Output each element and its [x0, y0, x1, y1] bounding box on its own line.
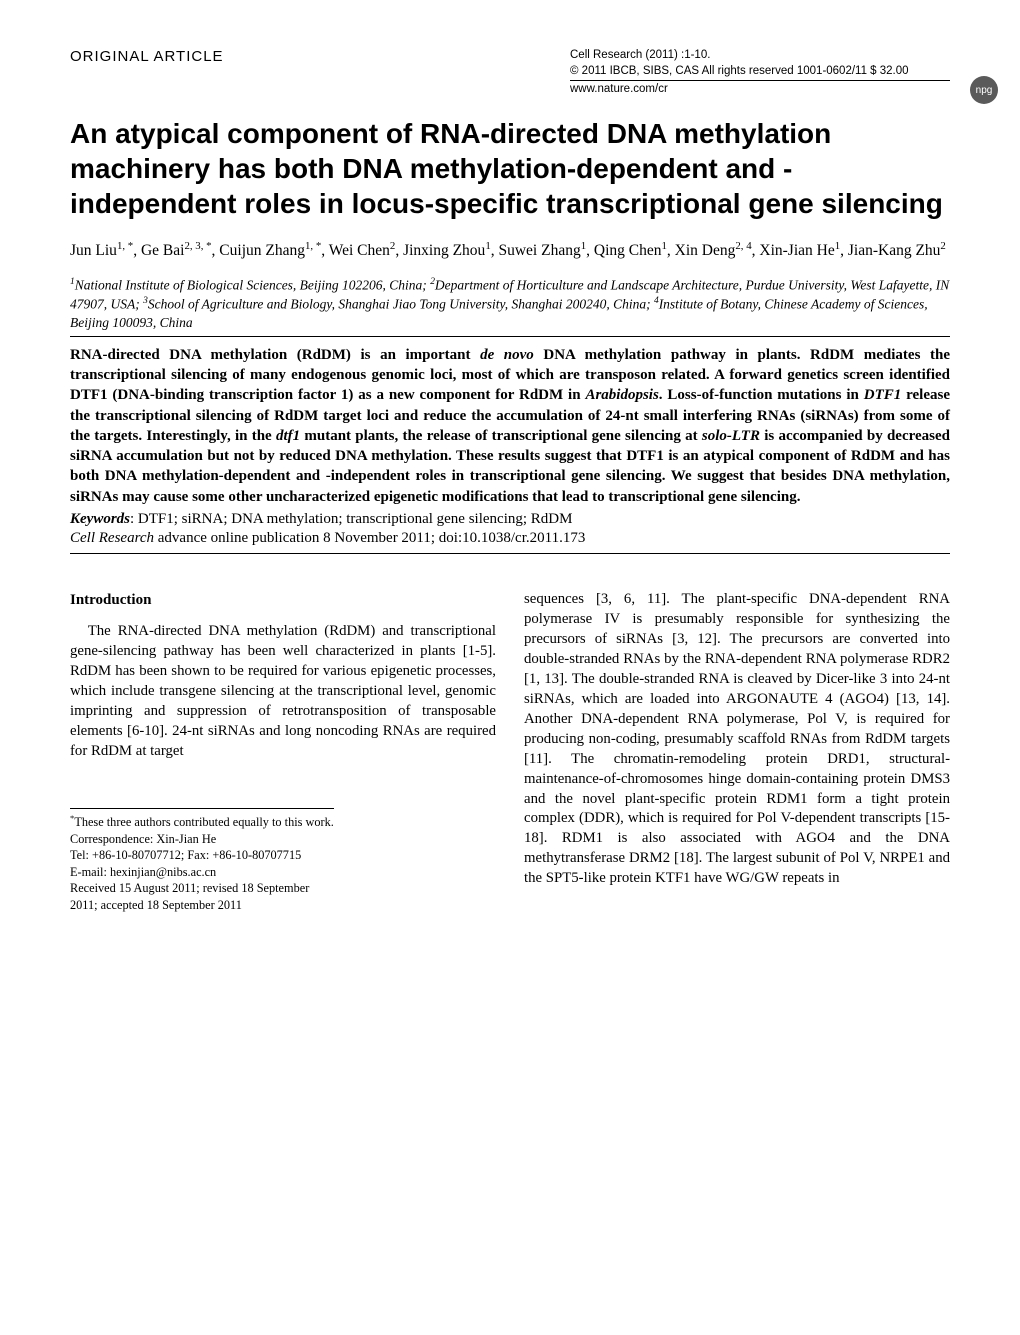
- header-rule: [570, 80, 950, 81]
- left-column: Introduction The RNA-directed DNA methyl…: [70, 590, 496, 914]
- keywords-label: Keywords: [70, 511, 130, 527]
- intro-paragraph-right: sequences [3, 6, 11]. The plant-specific…: [524, 590, 950, 890]
- footnote-equal-text: These three authors contributed equally …: [74, 815, 334, 829]
- journal-url: www.nature.com/cr: [570, 82, 950, 98]
- affiliations: 1National Institute of Biological Scienc…: [70, 276, 950, 337]
- abstract: RNA-directed DNA methylation (RdDM) is a…: [70, 345, 950, 507]
- journal-citation: Cell Research (2011) :1-10.: [570, 48, 950, 64]
- footnote-email: E-mail: hexinjian@nibs.ac.cn: [70, 864, 334, 881]
- journal-meta-block: Cell Research (2011) :1-10. © 2011 IBCB,…: [570, 48, 950, 98]
- article-title: An atypical component of RNA-directed DN…: [70, 116, 950, 221]
- pub-details: advance online publication 8 November 20…: [158, 530, 586, 546]
- article-body: An atypical component of RNA-directed DN…: [0, 98, 1020, 914]
- copyright-line: © 2011 IBCB, SIBS, CAS All rights reserv…: [570, 64, 950, 80]
- article-type-label: ORIGINAL ARTICLE: [70, 48, 224, 65]
- author-list: Jun Liu1, *, Ge Bai2, 3, *, Cuijun Zhang…: [70, 239, 950, 263]
- keywords-line: Keywords: DTF1; siRNA; DNA methylation; …: [70, 511, 950, 528]
- footnote-equal-contribution: *These three authors contributed equally…: [70, 813, 334, 831]
- section-heading-introduction: Introduction: [70, 590, 496, 610]
- body-columns: Introduction The RNA-directed DNA methyl…: [70, 590, 950, 914]
- publication-line: Cell Research advance online publication…: [70, 530, 950, 554]
- pub-journal-name: Cell Research: [70, 530, 154, 546]
- npg-badge-icon: npg: [970, 76, 998, 104]
- keywords-text: : DTF1; siRNA; DNA methylation; transcri…: [130, 511, 572, 527]
- footnote-correspondence: Correspondence: Xin-Jian He: [70, 831, 334, 848]
- npg-badge-text: npg: [976, 85, 993, 96]
- page-header: ORIGINAL ARTICLE Cell Research (2011) :1…: [0, 0, 1020, 98]
- footnote-tel-fax: Tel: +86-10-80707712; Fax: +86-10-807077…: [70, 847, 334, 864]
- right-column: sequences [3, 6, 11]. The plant-specific…: [524, 590, 950, 914]
- footnote-dates: Received 15 August 2011; revised 18 Sept…: [70, 880, 334, 913]
- footnotes-block: *These three authors contributed equally…: [70, 808, 334, 914]
- intro-paragraph-left: The RNA-directed DNA methylation (RdDM) …: [70, 622, 496, 762]
